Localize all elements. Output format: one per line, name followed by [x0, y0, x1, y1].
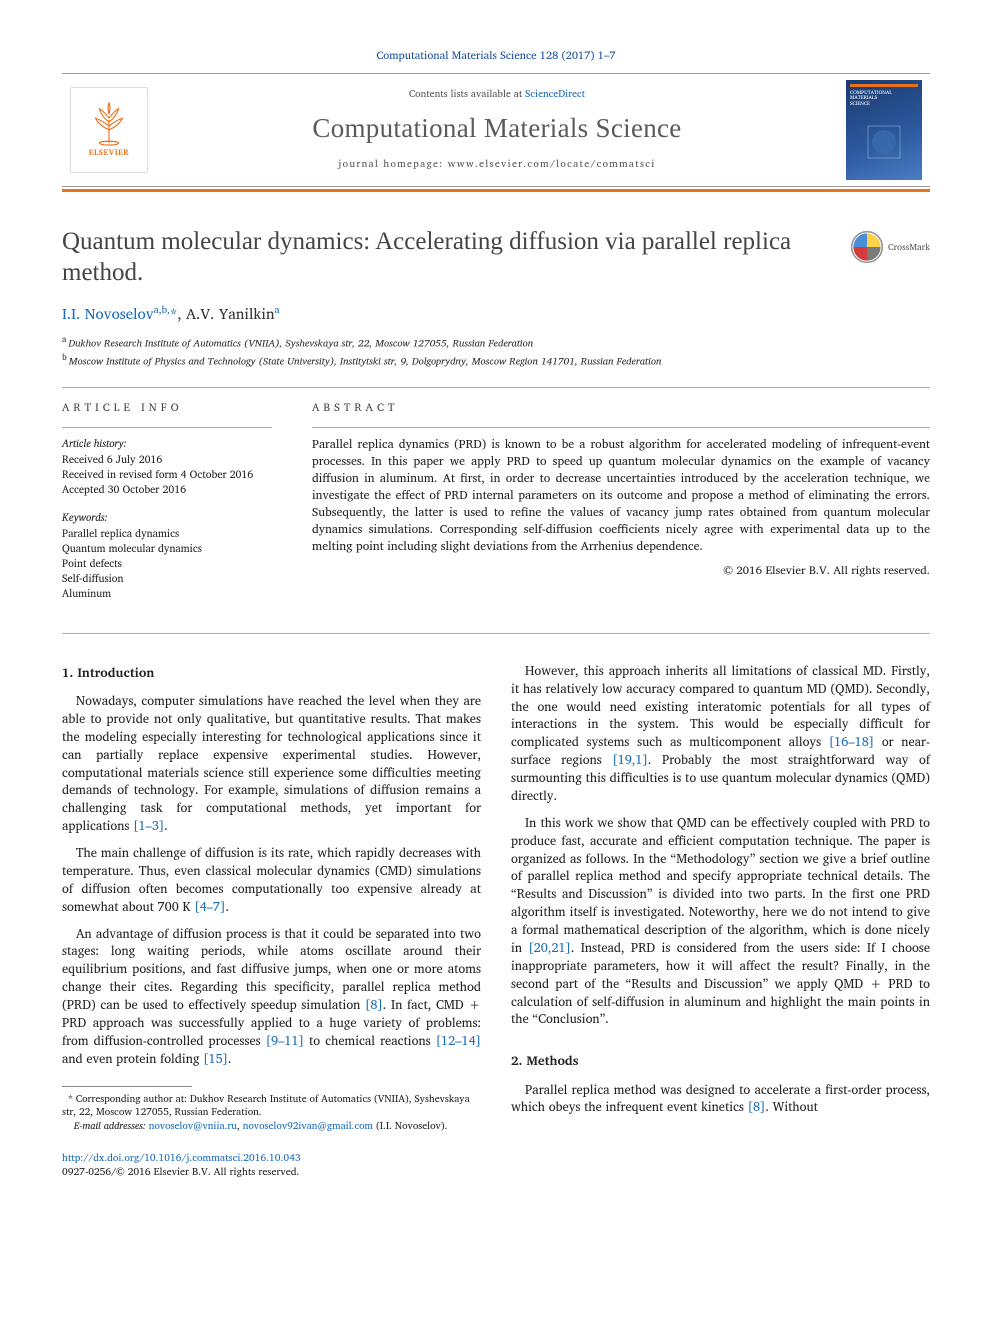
para-l1: The main challenge of diffusion is its r… — [62, 844, 481, 916]
footnote-separator — [62, 1086, 192, 1087]
title-row: Quantum molecular dynamics: Accelerating… — [62, 226, 930, 289]
elsevier-tree-icon — [86, 101, 132, 147]
meta-row: ARTICLE INFO Article history: Received 6… — [62, 400, 930, 615]
abstract-rule — [312, 427, 930, 428]
journal-header: ELSEVIER Contents lists available at Sci… — [62, 73, 930, 187]
separator-bottom — [62, 633, 930, 634]
body-columns: 1. Introduction Nowadays, computer simul… — [62, 662, 930, 1180]
article-history: Article history: Received 6 July 2016 Re… — [62, 436, 272, 497]
corr-text: Corresponding author at: Dukhov Research… — [62, 1091, 470, 1121]
para-r0-text: However, this approach inherits all limi… — [511, 660, 930, 806]
keyword-4: Aluminum — [62, 586, 272, 601]
email-2[interactable]: novoselov92ivan@gmail.com — [243, 1118, 373, 1134]
keywords-block: Keywords: Parallel replica dynamics Quan… — [62, 510, 272, 600]
journal-cover-thumbnail[interactable]: COMPUTATIONAL MATERIALS SCIENCE — [846, 80, 922, 180]
citation-link[interactable]: [8] — [748, 1096, 766, 1117]
author-1[interactable]: I.I. Novoselov — [62, 301, 154, 326]
info-rule — [62, 427, 272, 428]
journal-homepage: journal homepage: www.elsevier.com/locat… — [162, 158, 832, 172]
email-footnote: E-mail addresses: novoselov@vniia.ru, no… — [62, 1120, 481, 1134]
citation-link[interactable]: [19,1] — [612, 749, 647, 770]
abstract-heading: ABSTRACT — [312, 400, 930, 415]
para-r0: However, this approach inherits all limi… — [511, 662, 930, 805]
issn-copyright: 0927-0256/© 2016 Elsevier B.V. All right… — [62, 1164, 299, 1180]
keywords-label: Keywords: — [62, 510, 272, 525]
para-r2: Parallel replica method was designed to … — [511, 1081, 930, 1117]
para-r2-text: Parallel replica method was designed to … — [511, 1079, 930, 1118]
footnote-block: * Corresponding author at: Dukhov Resear… — [62, 1093, 481, 1134]
email-1[interactable]: novoselov@vniia.ru — [149, 1118, 237, 1134]
para-l0: Nowadays, computer simulations have reac… — [62, 692, 481, 835]
accent-bar — [62, 189, 930, 192]
article-title: Quantum molecular dynamics: Accelerating… — [62, 226, 832, 289]
author-1-affil: a,b, — [154, 302, 170, 318]
homepage-prefix: journal homepage: — [338, 156, 447, 172]
accepted-date: Accepted 30 October 2016 — [62, 482, 272, 497]
article-info-heading: ARTICLE INFO — [62, 400, 272, 415]
doi-block: http://dx.doi.org/10.1016/j.commatsci.20… — [62, 1152, 481, 1180]
affil-b: bMoscow Institute of Physics and Technol… — [62, 351, 930, 369]
author-2-affil: a — [274, 302, 279, 318]
separator-top — [62, 387, 930, 388]
email-label: E-mail addresses: — [74, 1118, 146, 1134]
para-r1-text: In this work we show that QMD can be eff… — [511, 812, 930, 1030]
abstract-copyright: © 2016 Elsevier B.V. All rights reserved… — [312, 563, 930, 579]
citation-link[interactable]: [16–18] — [829, 731, 874, 752]
abstract-column: ABSTRACT Parallel replica dynamics (PRD)… — [312, 400, 930, 615]
citation-link[interactable]: [15] — [203, 1048, 228, 1069]
authors-line: I.I. Novoselova,b,*, A.V. Yanilkina — [62, 304, 930, 324]
publisher-logo[interactable]: ELSEVIER — [70, 87, 148, 173]
left-column: 1. Introduction Nowadays, computer simul… — [62, 662, 481, 1180]
contents-available: Contents lists available at ScienceDirec… — [162, 88, 832, 102]
para-l1-text: The main challenge of diffusion is its r… — [62, 842, 481, 917]
citation-link[interactable]: [20,21] — [528, 937, 571, 958]
publisher-name: ELSEVIER — [89, 147, 129, 158]
history-label: Article history: — [62, 436, 272, 451]
affil-b-text: Moscow Institute of Physics and Technolo… — [69, 353, 662, 369]
email-suffix: (I.I. Novoselov). — [373, 1118, 447, 1134]
page-root: Computational Materials Science 128 (201… — [0, 0, 992, 1219]
header-center: Contents lists available at ScienceDirec… — [162, 88, 832, 171]
para-l2: An advantage of diffusion process is tha… — [62, 925, 481, 1068]
section-2-heading: 2. Methods — [511, 1052, 930, 1070]
citation-link[interactable]: [4–7] — [194, 896, 225, 917]
crossmark-label: CrossMark — [888, 241, 930, 253]
para-r1: In this work we show that QMD can be eff… — [511, 814, 930, 1029]
cover-graphic-icon — [862, 120, 906, 164]
para-l0-text: Nowadays, computer simulations have reac… — [62, 690, 481, 836]
affil-a: aDukhov Research Institute of Automatics… — [62, 333, 930, 351]
crossmark-badge[interactable]: CrossMark — [850, 230, 930, 264]
abstract-text: Parallel replica dynamics (PRD) is known… — [312, 436, 930, 555]
homepage-url[interactable]: www.elsevier.com/locate/commatsci — [448, 156, 656, 172]
author-2: , A.V. Yanilkin — [177, 301, 274, 326]
citation-link[interactable]: [1–3] — [133, 815, 164, 836]
citation-link[interactable]: [9–11] — [266, 1030, 304, 1051]
section-1-heading: 1. Introduction — [62, 664, 481, 682]
citation-link[interactable]: [8] — [365, 994, 383, 1015]
journal-reference: Computational Materials Science 128 (201… — [62, 48, 930, 63]
corresponding-footnote: * Corresponding author at: Dukhov Resear… — [62, 1093, 481, 1121]
citation-link[interactable]: [12–14] — [436, 1030, 481, 1051]
affiliations: aDukhov Research Institute of Automatics… — [62, 333, 930, 369]
para-l2-text: An advantage of diffusion process is tha… — [62, 923, 481, 1069]
journal-name: Computational Materials Science — [162, 110, 832, 146]
affil-a-text: Dukhov Research Institute of Automatics … — [68, 335, 533, 351]
crossmark-icon — [850, 230, 884, 264]
sciencedirect-link[interactable]: ScienceDirect — [525, 86, 585, 102]
right-column: However, this approach inherits all limi… — [511, 662, 930, 1180]
article-info-column: ARTICLE INFO Article history: Received 6… — [62, 400, 272, 615]
contents-prefix: Contents lists available at — [409, 86, 525, 102]
